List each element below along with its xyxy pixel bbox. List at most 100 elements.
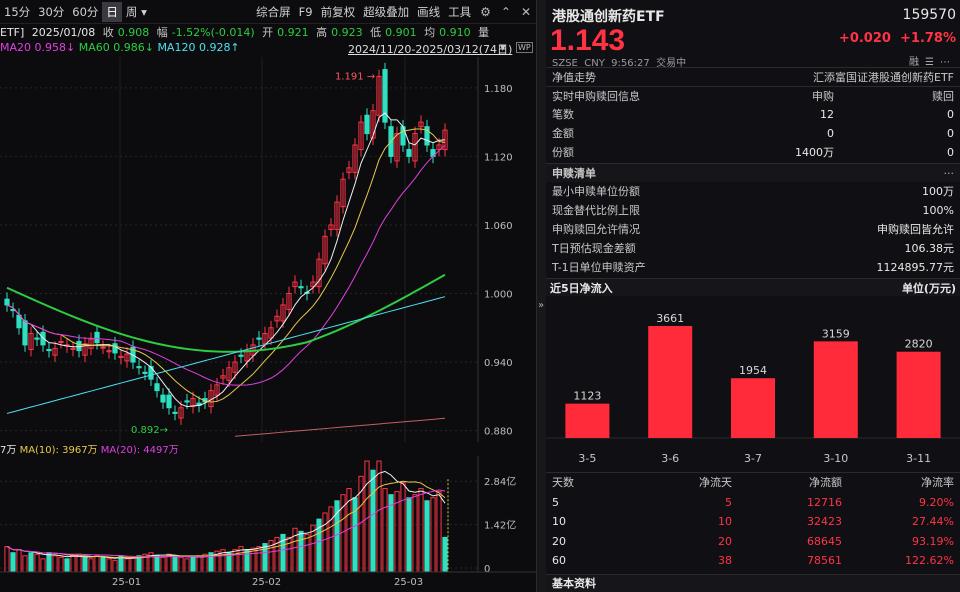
- inflow-bar: [896, 351, 941, 438]
- gear-icon[interactable]: ⚙: [480, 4, 491, 19]
- realtime-row: 金额 0 0: [546, 124, 960, 143]
- header-inflow-days: 净流天: [699, 476, 732, 489]
- creation-list-header[interactable]: 申赎清单 ···: [546, 163, 960, 182]
- creation-list-section: 申赎清单 ··· 最小申赎单位份额 100万 现金替代比例上限 100% 申购赎…: [546, 163, 960, 277]
- volume-bar: [58, 556, 64, 573]
- volume-bar: [28, 552, 34, 573]
- red-value: 0: [947, 146, 954, 159]
- period-day[interactable]: 日: [102, 1, 122, 22]
- close-value: 0.908: [117, 26, 150, 39]
- price-tick-label: 1.060: [484, 221, 513, 232]
- candle-body: [124, 353, 130, 362]
- volume-bar: [244, 549, 250, 573]
- vol-ma20: MA(20): 4497万: [100, 445, 179, 456]
- candle-body: [190, 398, 196, 408]
- volume-bar: [370, 469, 376, 573]
- red-value: 0: [947, 108, 954, 121]
- volume-bar: [106, 558, 112, 573]
- high-value: 0.923: [331, 26, 363, 39]
- last-price: 1.143: [550, 24, 626, 57]
- price-tick-label: 1.120: [484, 152, 513, 163]
- ma120-value: MA120 0.928↑: [157, 41, 240, 54]
- volume-bar: [400, 481, 406, 573]
- candle-body: [286, 292, 292, 310]
- candle-body: [346, 167, 352, 173]
- volume-bar: [328, 506, 334, 573]
- cell-inflow-rate: 9.20%: [919, 495, 954, 509]
- ma60-value: MA60 0.986↓: [78, 41, 154, 54]
- flow-table-header: 天数 净流天 净流额 净流率: [546, 473, 960, 493]
- fund-title: 港股通创新药ETF: [552, 9, 665, 25]
- more-icon[interactable]: ···: [943, 167, 955, 180]
- inflow-bar: [731, 378, 775, 438]
- chevron-down-icon[interactable]: ▾: [500, 41, 506, 54]
- candle-body: [46, 348, 52, 352]
- close-icon[interactable]: ✕: [520, 4, 531, 19]
- candle-body: [28, 332, 34, 350]
- volume-chart[interactable]: 2.84亿 1.42亿 0 25-01 25-02 25-03: [0, 456, 536, 592]
- ma20-line: [6, 144, 446, 386]
- candle-body: [118, 355, 124, 358]
- open-value: 0.921: [277, 26, 309, 39]
- realtime-row: 笔数 12 0: [546, 105, 960, 124]
- volume-bar: [88, 558, 94, 573]
- inflow-category-label: 3-7: [744, 452, 762, 465]
- cell-inflow-days: 38: [718, 554, 732, 567]
- cell-inflow-days: 10: [718, 515, 732, 528]
- panel-collapse-handle[interactable]: »: [536, 0, 546, 592]
- tool-draw-line[interactable]: 画线: [417, 4, 441, 19]
- margin-icon[interactable]: 融: [909, 57, 926, 68]
- tool-super-overlay[interactable]: 超级叠加: [363, 4, 410, 19]
- candle-body: [22, 320, 28, 346]
- inflow-bar: [648, 326, 693, 438]
- cell-inflow-days: 5: [725, 495, 732, 509]
- cell-days: 10: [552, 515, 566, 528]
- candle-body: [232, 361, 238, 373]
- kline-panel[interactable]: 15分 30分 60分 日 周 ▾ 综合屏 F9 前复权 超级叠加 画线 工具 …: [0, 0, 536, 592]
- period-30min[interactable]: 30分: [38, 4, 65, 19]
- basic-info-header[interactable]: 基本资料: [546, 574, 960, 592]
- volume-bar: [430, 497, 436, 573]
- candle-body: [94, 331, 100, 344]
- period-15min[interactable]: 15分: [4, 4, 31, 19]
- vol-ma20-line: [6, 489, 446, 558]
- avg-value: 0.910: [439, 26, 471, 39]
- quote-info-bar: ETF] 2025/01/08 收 0.908 幅 -1.52%(-0.014) 开…: [0, 24, 536, 40]
- volume-bar: [178, 556, 184, 573]
- menu-icon[interactable]: ☰: [925, 57, 940, 68]
- volume-bar: [154, 555, 160, 573]
- ma20-value: MA20 0.958↓: [0, 41, 76, 54]
- candle-body: [34, 337, 40, 340]
- volume-bar: [436, 491, 442, 573]
- volume-bar: [412, 494, 418, 573]
- tool-f9[interactable]: F9: [298, 4, 313, 19]
- date-range[interactable]: 2024/11/20-2025/03/12(74日): [348, 43, 513, 56]
- chevron-up-icon[interactable]: ⌃: [500, 4, 511, 19]
- ma-info-bar: MA20 0.958↓ MA60 0.986↓ MA120 0.928↑ 202…: [0, 41, 536, 57]
- candle-body: [322, 235, 328, 265]
- candle-body: [394, 133, 400, 162]
- inflow-bar: [813, 341, 858, 438]
- period-week[interactable]: 周 ▾: [122, 2, 151, 22]
- realtime-header-row: 实时申购赎回信息 申购 赎回: [546, 86, 960, 105]
- cell-inflow-amount: 68645: [807, 534, 842, 548]
- trading-status: 交易中: [656, 58, 687, 69]
- volume-bar: [388, 494, 394, 573]
- period-60min[interactable]: 60分: [72, 4, 99, 19]
- tool-composite-screen[interactable]: 综合屏: [256, 4, 291, 19]
- cell-days: 60: [552, 554, 566, 567]
- more-icon[interactable]: ⋯: [940, 57, 956, 68]
- nav-trend-row[interactable]: 净值走势 汇添富国证港股通创新药ETF: [546, 67, 960, 86]
- candlestick-chart[interactable]: 1.180 1.120 1.060 1.000 0.940 0.880 1.191 → 0.8…: [0, 57, 536, 457]
- ma5-line: [6, 112, 446, 408]
- volume-bar: [112, 559, 118, 573]
- cell-inflow-days: 20: [718, 534, 732, 548]
- candle-body: [184, 400, 190, 403]
- candle-body: [262, 332, 268, 345]
- price-tick-label: 1.000: [484, 289, 513, 300]
- tool-forward-adjust[interactable]: 前复权: [320, 4, 356, 19]
- tool-tools[interactable]: 工具: [448, 4, 472, 19]
- volume-bar: [418, 488, 424, 573]
- fund-company: 汇添富国证港股通创新药ETF: [813, 71, 954, 84]
- candle-body: [412, 133, 418, 162]
